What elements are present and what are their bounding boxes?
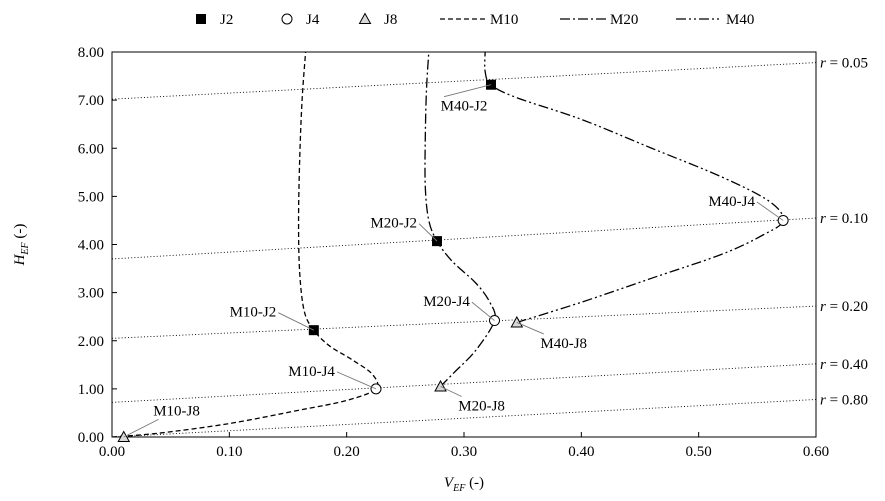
leader-line <box>418 223 438 242</box>
leader-line <box>471 301 495 321</box>
y-tick-label: 2.00 <box>78 334 104 350</box>
point-label: M10-J4 <box>288 364 335 380</box>
y-tick-label: 7.00 <box>78 93 104 109</box>
point-label: M40-J8 <box>540 336 587 352</box>
leader-line <box>516 322 544 335</box>
x-tick-label: 0.10 <box>216 444 242 460</box>
r-line-label: r = 0.05 <box>820 56 868 72</box>
x-tick-label: 0.40 <box>568 444 594 460</box>
x-tick-label: 0.60 <box>803 444 829 460</box>
legend-marker-j2 <box>196 14 206 24</box>
leader-line <box>756 201 784 221</box>
curve-m20 <box>424 52 496 387</box>
x-tick-label: 0.30 <box>451 444 477 460</box>
y-tick-label: 8.00 <box>78 45 104 61</box>
r-line-label: r = 0.80 <box>820 392 868 408</box>
x-tick-label: 0.00 <box>99 444 125 460</box>
leader-line <box>278 312 315 331</box>
y-tick-label: 1.00 <box>78 382 104 398</box>
data-points <box>117 79 789 442</box>
r-line <box>112 363 816 403</box>
r-line <box>112 305 816 339</box>
point-label: M10-J2 <box>230 305 277 321</box>
point-m40-j8 <box>510 315 524 328</box>
legend-label: J4 <box>306 12 320 28</box>
r-line <box>112 399 816 437</box>
x-axis-title-main: V <box>444 475 455 491</box>
r-line <box>112 217 816 260</box>
y-tick-label: 5.00 <box>78 189 104 205</box>
r-line-label: r = 0.20 <box>820 299 868 315</box>
curve-m40 <box>484 52 784 324</box>
point-m20-j8 <box>434 379 447 392</box>
legend: J2 J4 J8 M10 M20 M40 <box>196 12 754 28</box>
y-axis-title-main: H <box>12 253 28 266</box>
legend-label: M20 <box>610 12 638 28</box>
point-label: M40-J4 <box>708 194 755 210</box>
r-line-label: r = 0.10 <box>820 211 868 227</box>
r-line-labels: r = 0.05 r = 0.10 r = 0.20 r = 0.40 r = 0.80 <box>820 56 868 409</box>
point-label: M40-J2 <box>441 99 488 115</box>
leader-line <box>336 371 377 390</box>
y-axis-ticks: 0.00 1.00 2.00 3.00 4.00 5.00 6.00 7.00 8.00 <box>78 45 117 446</box>
y-tick-label: 6.00 <box>78 141 104 157</box>
point-label: M10-J8 <box>153 403 200 419</box>
point-label: M20-J4 <box>423 294 470 310</box>
r-line <box>112 62 816 100</box>
leader-line <box>443 84 492 98</box>
y-axis-title-unit: (-) <box>12 224 28 243</box>
x-axis-title-unit: (-) <box>465 475 484 491</box>
y-axis-title: HEF (-) <box>12 224 31 267</box>
r-reference-lines <box>112 62 816 437</box>
point-labels: M10-J2 M20-J2 M40-J2 M10-J4 M20-J4 M40-J4 M10-… <box>123 84 784 438</box>
leader-line <box>440 386 462 397</box>
x-tick-label: 0.50 <box>686 444 712 460</box>
x-axis-ticks: 0.00 0.10 0.20 0.30 0.40 0.50 0.60 <box>99 432 829 460</box>
legend-marker-j8 <box>358 12 372 24</box>
model-curves <box>112 52 784 437</box>
x-axis-title-sub: EF <box>452 483 466 494</box>
r-line-label: r = 0.40 <box>820 357 868 373</box>
leader-line <box>123 418 159 438</box>
legend-label: J8 <box>384 12 397 28</box>
point-label: M20-J2 <box>370 216 417 232</box>
y-tick-label: 0.00 <box>78 430 104 446</box>
y-tick-label: 3.00 <box>78 286 104 302</box>
curve-m10 <box>112 52 379 437</box>
point-label: M20-J8 <box>458 399 505 415</box>
legend-label: M40 <box>726 12 754 28</box>
y-tick-label: 4.00 <box>78 238 104 254</box>
x-axis-title: VEF (-) <box>444 475 484 494</box>
legend-label: J2 <box>220 12 233 28</box>
legend-label: M10 <box>490 12 518 28</box>
y-axis-title-sub: EF <box>20 241 31 255</box>
legend-marker-j4 <box>281 13 293 25</box>
y-axis-title-group: HEF (-) <box>12 224 31 267</box>
x-tick-label: 0.20 <box>334 444 360 460</box>
